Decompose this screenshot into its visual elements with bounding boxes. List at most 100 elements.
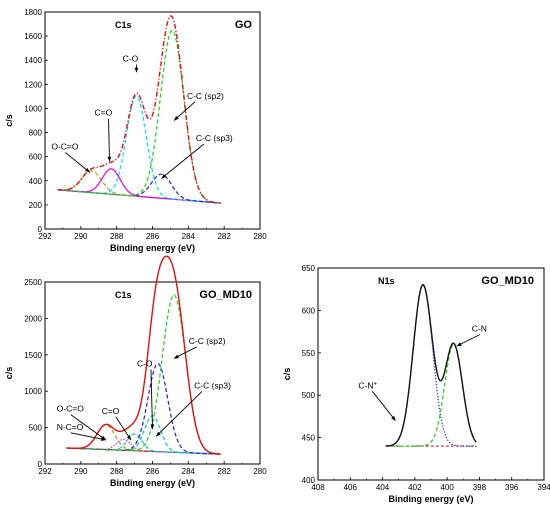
peak-annotation: C=O: [102, 406, 120, 416]
component-peak-4: [57, 29, 221, 204]
annotation-arrowhead: [391, 415, 396, 421]
component-peak-0: [66, 424, 221, 455]
peak-annotation: C-C (sp2): [187, 91, 224, 101]
x-tick-label: 398: [473, 483, 487, 492]
y-tick-label: 450: [302, 434, 316, 443]
peak-annotation: C-O: [123, 53, 139, 63]
y-tick-label: 2000: [24, 314, 42, 323]
annotation-arrow: [372, 391, 396, 421]
y-tick-label: 1800: [24, 8, 42, 17]
annotation-arrowhead: [101, 437, 106, 441]
annotation-arrow: [115, 416, 132, 441]
x-tick-label: 286: [146, 232, 160, 241]
annotation-arrowhead: [126, 435, 131, 440]
annotation-arrowhead: [134, 67, 139, 73]
x-tick-label: 284: [182, 467, 196, 476]
y-tick-label: 2500: [24, 278, 42, 287]
peak-annotation: C-C (sp3): [194, 380, 231, 390]
y-tick-label: 1000: [24, 387, 42, 396]
x-axis-label: Binding energy (eV): [110, 478, 195, 488]
y-tick-label: 1400: [24, 56, 42, 65]
peak-annotation: O-C=O: [57, 404, 85, 414]
x-tick-label: 286: [146, 467, 160, 476]
chart-go-c1s: 292 290 288 286 284 282 280 0 200 400 600 800 1000 12…: [4, 8, 267, 253]
annotation-arrowhead: [107, 156, 112, 162]
x-tick-label: 282: [217, 467, 231, 476]
x-tick-label: 290: [74, 467, 88, 476]
chart-go-md10-c1s: 292 290 288 286 284 282 280 0 500 1000 1500 2000 250…: [4, 255, 267, 488]
peak-annotation: C-C (sp3): [196, 133, 233, 143]
y-tick-label: 600: [29, 153, 43, 162]
x-tick-label: 292: [38, 232, 52, 241]
x-axis-label: Binding energy (eV): [388, 494, 473, 504]
annotation-arrow: [155, 390, 203, 437]
y-tick-label: 600: [302, 306, 316, 315]
envelope-curve: [66, 255, 221, 455]
x-tick-label: 406: [344, 483, 358, 492]
component-peak-5: [66, 294, 221, 455]
chart-go-md10-n1s: 408 406 404 402 400 398 396 394 400 450 500 550 600 6…: [282, 264, 550, 504]
component-peak-1: [385, 343, 477, 447]
peak-annotation: C=O: [95, 108, 113, 118]
x-tick-label: 288: [110, 467, 124, 476]
core-level-label: N1s: [378, 276, 395, 286]
y-tick-label: 400: [29, 177, 43, 186]
x-tick-label: 282: [217, 232, 231, 241]
annotation-arrow: [173, 101, 196, 121]
component-peak-0: [385, 284, 477, 447]
y-tick-label: 400: [302, 476, 316, 485]
peak-annotation: N-C=O: [57, 422, 84, 432]
annotation-arrow: [161, 143, 205, 179]
annotation-arrowhead: [84, 167, 90, 173]
peak-annotation: C-C (sp2): [189, 336, 226, 346]
component-peak-4: [66, 362, 221, 455]
x-tick-label: 396: [505, 483, 519, 492]
x-tick-label: 280: [253, 232, 267, 241]
y-axis-label: c/s: [282, 368, 292, 381]
x-tick-label: 404: [376, 483, 390, 492]
annotation-arrowhead: [456, 342, 462, 347]
annotation-arrowhead: [150, 424, 155, 430]
x-tick-label: 400: [440, 483, 454, 492]
y-tick-label: 1200: [24, 80, 42, 89]
y-axis-label: c/s: [4, 114, 14, 127]
peak-annotation: O-C=O: [51, 141, 79, 151]
y-tick-label: 500: [302, 391, 316, 400]
annotation-arrow: [150, 369, 153, 430]
plot-frame: [44, 11, 261, 230]
x-tick-label: 292: [38, 467, 52, 476]
envelope-curve: [57, 15, 221, 204]
annotation-arrow: [108, 118, 110, 162]
component-peak-0: [57, 170, 221, 204]
plot-frame: [317, 267, 545, 481]
x-axis-label: Binding energy (eV): [110, 243, 195, 253]
y-tick-label: 500: [29, 424, 43, 433]
component-peak-1: [57, 168, 221, 204]
core-level-label: C1s: [115, 290, 132, 300]
y-tick-label: 800: [29, 129, 43, 138]
core-level-label: C1s: [115, 20, 132, 30]
component-peak-1: [66, 438, 221, 455]
y-axis-label: c/s: [4, 367, 14, 380]
annotation-superscript: +: [374, 381, 378, 387]
component-peak-3: [66, 415, 221, 455]
peak-annotation: C-N: [472, 324, 487, 334]
annotation-arrow: [70, 432, 107, 441]
annotation-arrow: [70, 414, 107, 441]
y-tick-label: 1500: [24, 351, 42, 360]
x-tick-label: 288: [110, 232, 124, 241]
y-tick-label: 1000: [24, 104, 42, 113]
chart-title: GO: [235, 19, 253, 31]
y-tick-label: 200: [29, 201, 43, 210]
envelope-curve: [385, 283, 477, 447]
annotation-arrowhead: [174, 115, 179, 121]
annotation-arrow: [65, 152, 91, 173]
component-peak-2: [66, 433, 221, 455]
peak-annotation: C-N+: [358, 380, 377, 390]
y-tick-label: 1600: [24, 32, 42, 41]
y-tick-label: 650: [302, 264, 316, 273]
annotation-arrowhead: [161, 173, 167, 179]
x-tick-label: 394: [537, 483, 550, 492]
y-tick-label: 0: [38, 460, 43, 469]
